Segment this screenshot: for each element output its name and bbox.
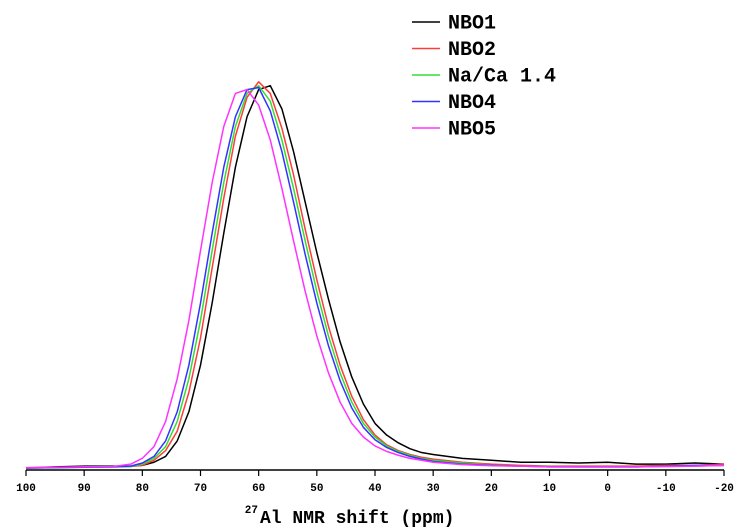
x-tick-label: 10 bbox=[543, 483, 556, 495]
x-tick-label: 0 bbox=[604, 483, 611, 495]
x-tick-label: 70 bbox=[194, 483, 207, 495]
x-tick-label: 20 bbox=[485, 483, 498, 495]
legend-label: NBO1 bbox=[448, 12, 496, 35]
x-tick-label: -10 bbox=[656, 483, 676, 495]
legend-label: Na/Ca 1.4 bbox=[448, 65, 556, 88]
x-tick-label: 100 bbox=[16, 483, 36, 495]
x-label: Al NMR shift (ppm) bbox=[260, 509, 454, 529]
x-tick-label: 80 bbox=[136, 483, 149, 495]
x-tick-label: -20 bbox=[714, 483, 734, 495]
legend-label: NBO5 bbox=[448, 118, 496, 141]
x-tick-label: 50 bbox=[310, 483, 323, 495]
x-tick-label: 40 bbox=[368, 483, 381, 495]
spectrum-line bbox=[25, 81, 725, 469]
x-tick-label: 30 bbox=[427, 483, 440, 495]
x-tick-label: 60 bbox=[252, 483, 265, 495]
legend-label: NBO4 bbox=[448, 92, 496, 115]
x-label-superscript: 27 bbox=[245, 505, 258, 517]
legend-label: NBO2 bbox=[448, 39, 496, 62]
spectrum-line bbox=[25, 84, 725, 469]
spectrum-line bbox=[25, 84, 725, 469]
spectrum-line bbox=[25, 88, 725, 469]
x-tick-label: 90 bbox=[78, 483, 91, 495]
spectrum-line bbox=[25, 86, 724, 469]
